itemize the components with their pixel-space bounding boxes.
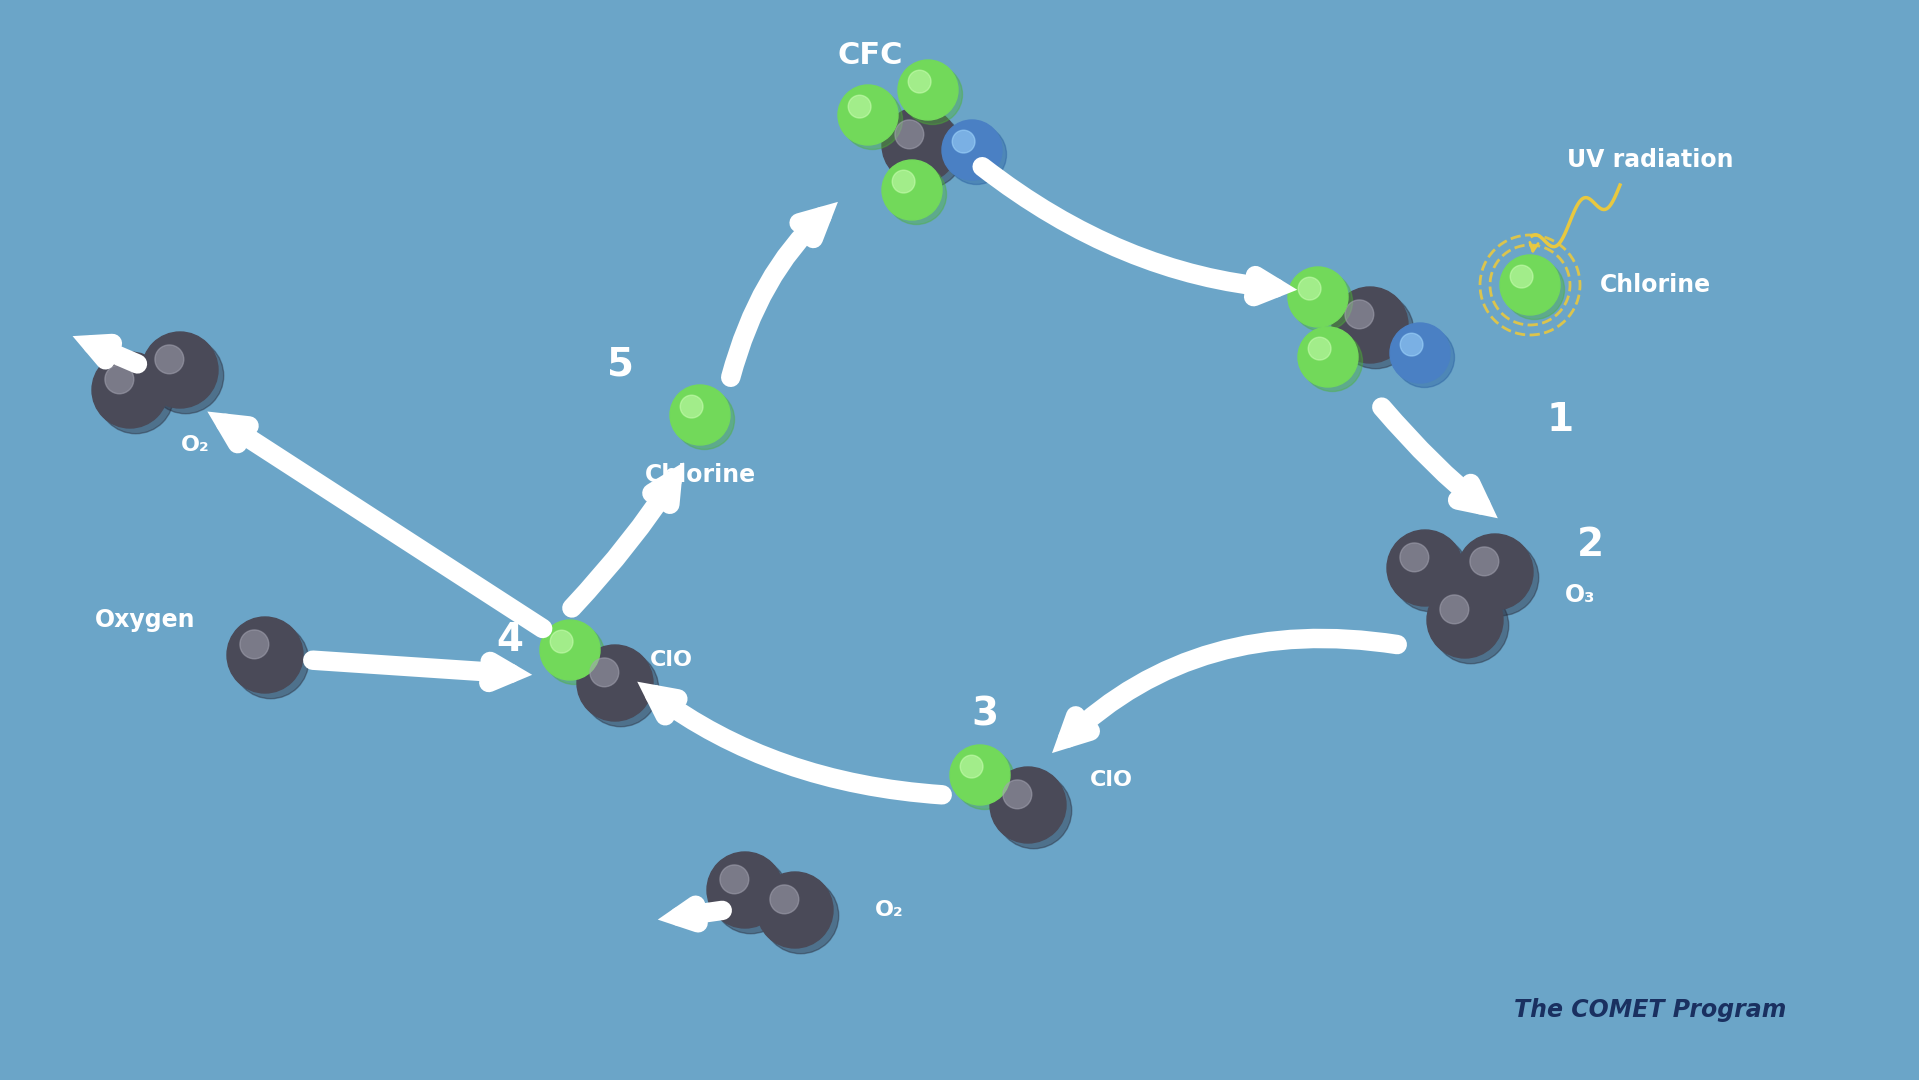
Circle shape <box>679 395 702 418</box>
Circle shape <box>883 160 942 220</box>
Text: Chlorine: Chlorine <box>645 463 756 487</box>
Circle shape <box>706 852 783 928</box>
Circle shape <box>1345 300 1374 328</box>
Text: ClO: ClO <box>651 650 693 670</box>
Circle shape <box>1462 540 1539 616</box>
Text: The COMET Program: The COMET Program <box>1514 998 1787 1022</box>
Circle shape <box>954 750 1015 810</box>
Circle shape <box>952 131 975 153</box>
Circle shape <box>226 617 303 693</box>
Circle shape <box>892 171 915 193</box>
Circle shape <box>589 658 618 687</box>
Circle shape <box>583 650 658 727</box>
Circle shape <box>1439 595 1468 624</box>
Circle shape <box>898 60 958 120</box>
Circle shape <box>756 872 833 948</box>
Circle shape <box>1457 534 1533 610</box>
Circle shape <box>990 767 1065 843</box>
Circle shape <box>960 755 983 778</box>
Circle shape <box>232 623 309 699</box>
Text: 3: 3 <box>971 696 998 734</box>
Circle shape <box>578 645 652 721</box>
Circle shape <box>148 338 225 414</box>
Text: O₂: O₂ <box>875 900 904 920</box>
Text: 4: 4 <box>497 621 524 659</box>
Circle shape <box>1401 543 1430 571</box>
Circle shape <box>1387 530 1462 606</box>
Circle shape <box>1470 546 1499 576</box>
Circle shape <box>996 772 1071 849</box>
Circle shape <box>142 332 219 408</box>
Circle shape <box>1297 327 1359 387</box>
Circle shape <box>894 120 923 149</box>
Circle shape <box>908 70 931 93</box>
Circle shape <box>770 885 798 914</box>
Circle shape <box>539 620 601 680</box>
Circle shape <box>902 65 963 124</box>
Circle shape <box>762 878 839 954</box>
Circle shape <box>1401 334 1424 356</box>
Circle shape <box>1395 327 1455 388</box>
Circle shape <box>888 112 963 189</box>
Circle shape <box>1510 266 1533 288</box>
Text: O₂: O₂ <box>180 435 209 455</box>
Circle shape <box>1338 293 1414 368</box>
Circle shape <box>106 365 134 394</box>
Circle shape <box>1389 323 1451 383</box>
Circle shape <box>950 745 1009 805</box>
Text: ClO: ClO <box>1090 770 1132 789</box>
Circle shape <box>1393 536 1468 611</box>
Circle shape <box>720 865 748 894</box>
Circle shape <box>551 631 574 653</box>
Circle shape <box>98 357 175 434</box>
Circle shape <box>883 107 958 183</box>
Circle shape <box>240 630 269 659</box>
Text: O₃: O₃ <box>1566 583 1595 607</box>
Circle shape <box>946 124 1006 185</box>
Text: 5: 5 <box>606 346 633 384</box>
Circle shape <box>1288 267 1347 327</box>
Circle shape <box>848 95 871 118</box>
Circle shape <box>1504 259 1564 320</box>
Circle shape <box>942 120 1002 180</box>
Circle shape <box>1428 582 1503 658</box>
Circle shape <box>1433 588 1508 664</box>
Circle shape <box>1004 780 1032 809</box>
Text: Chlorine: Chlorine <box>1600 273 1712 297</box>
Circle shape <box>842 90 902 149</box>
Circle shape <box>674 390 735 449</box>
Circle shape <box>92 352 169 428</box>
Text: CFC: CFC <box>837 40 902 69</box>
Circle shape <box>1332 287 1409 363</box>
Text: Oxygen: Oxygen <box>94 608 196 632</box>
Circle shape <box>1293 271 1353 332</box>
Circle shape <box>712 858 789 934</box>
Circle shape <box>887 164 946 225</box>
Circle shape <box>545 624 604 685</box>
Circle shape <box>839 85 898 145</box>
Text: UV radiation: UV radiation <box>1566 148 1733 172</box>
Circle shape <box>1309 337 1332 360</box>
Circle shape <box>670 384 729 445</box>
Text: 2: 2 <box>1575 526 1604 564</box>
Circle shape <box>155 345 184 374</box>
Text: 1: 1 <box>1547 401 1574 438</box>
Circle shape <box>1303 332 1362 391</box>
Circle shape <box>1501 255 1560 315</box>
Circle shape <box>1297 278 1320 300</box>
